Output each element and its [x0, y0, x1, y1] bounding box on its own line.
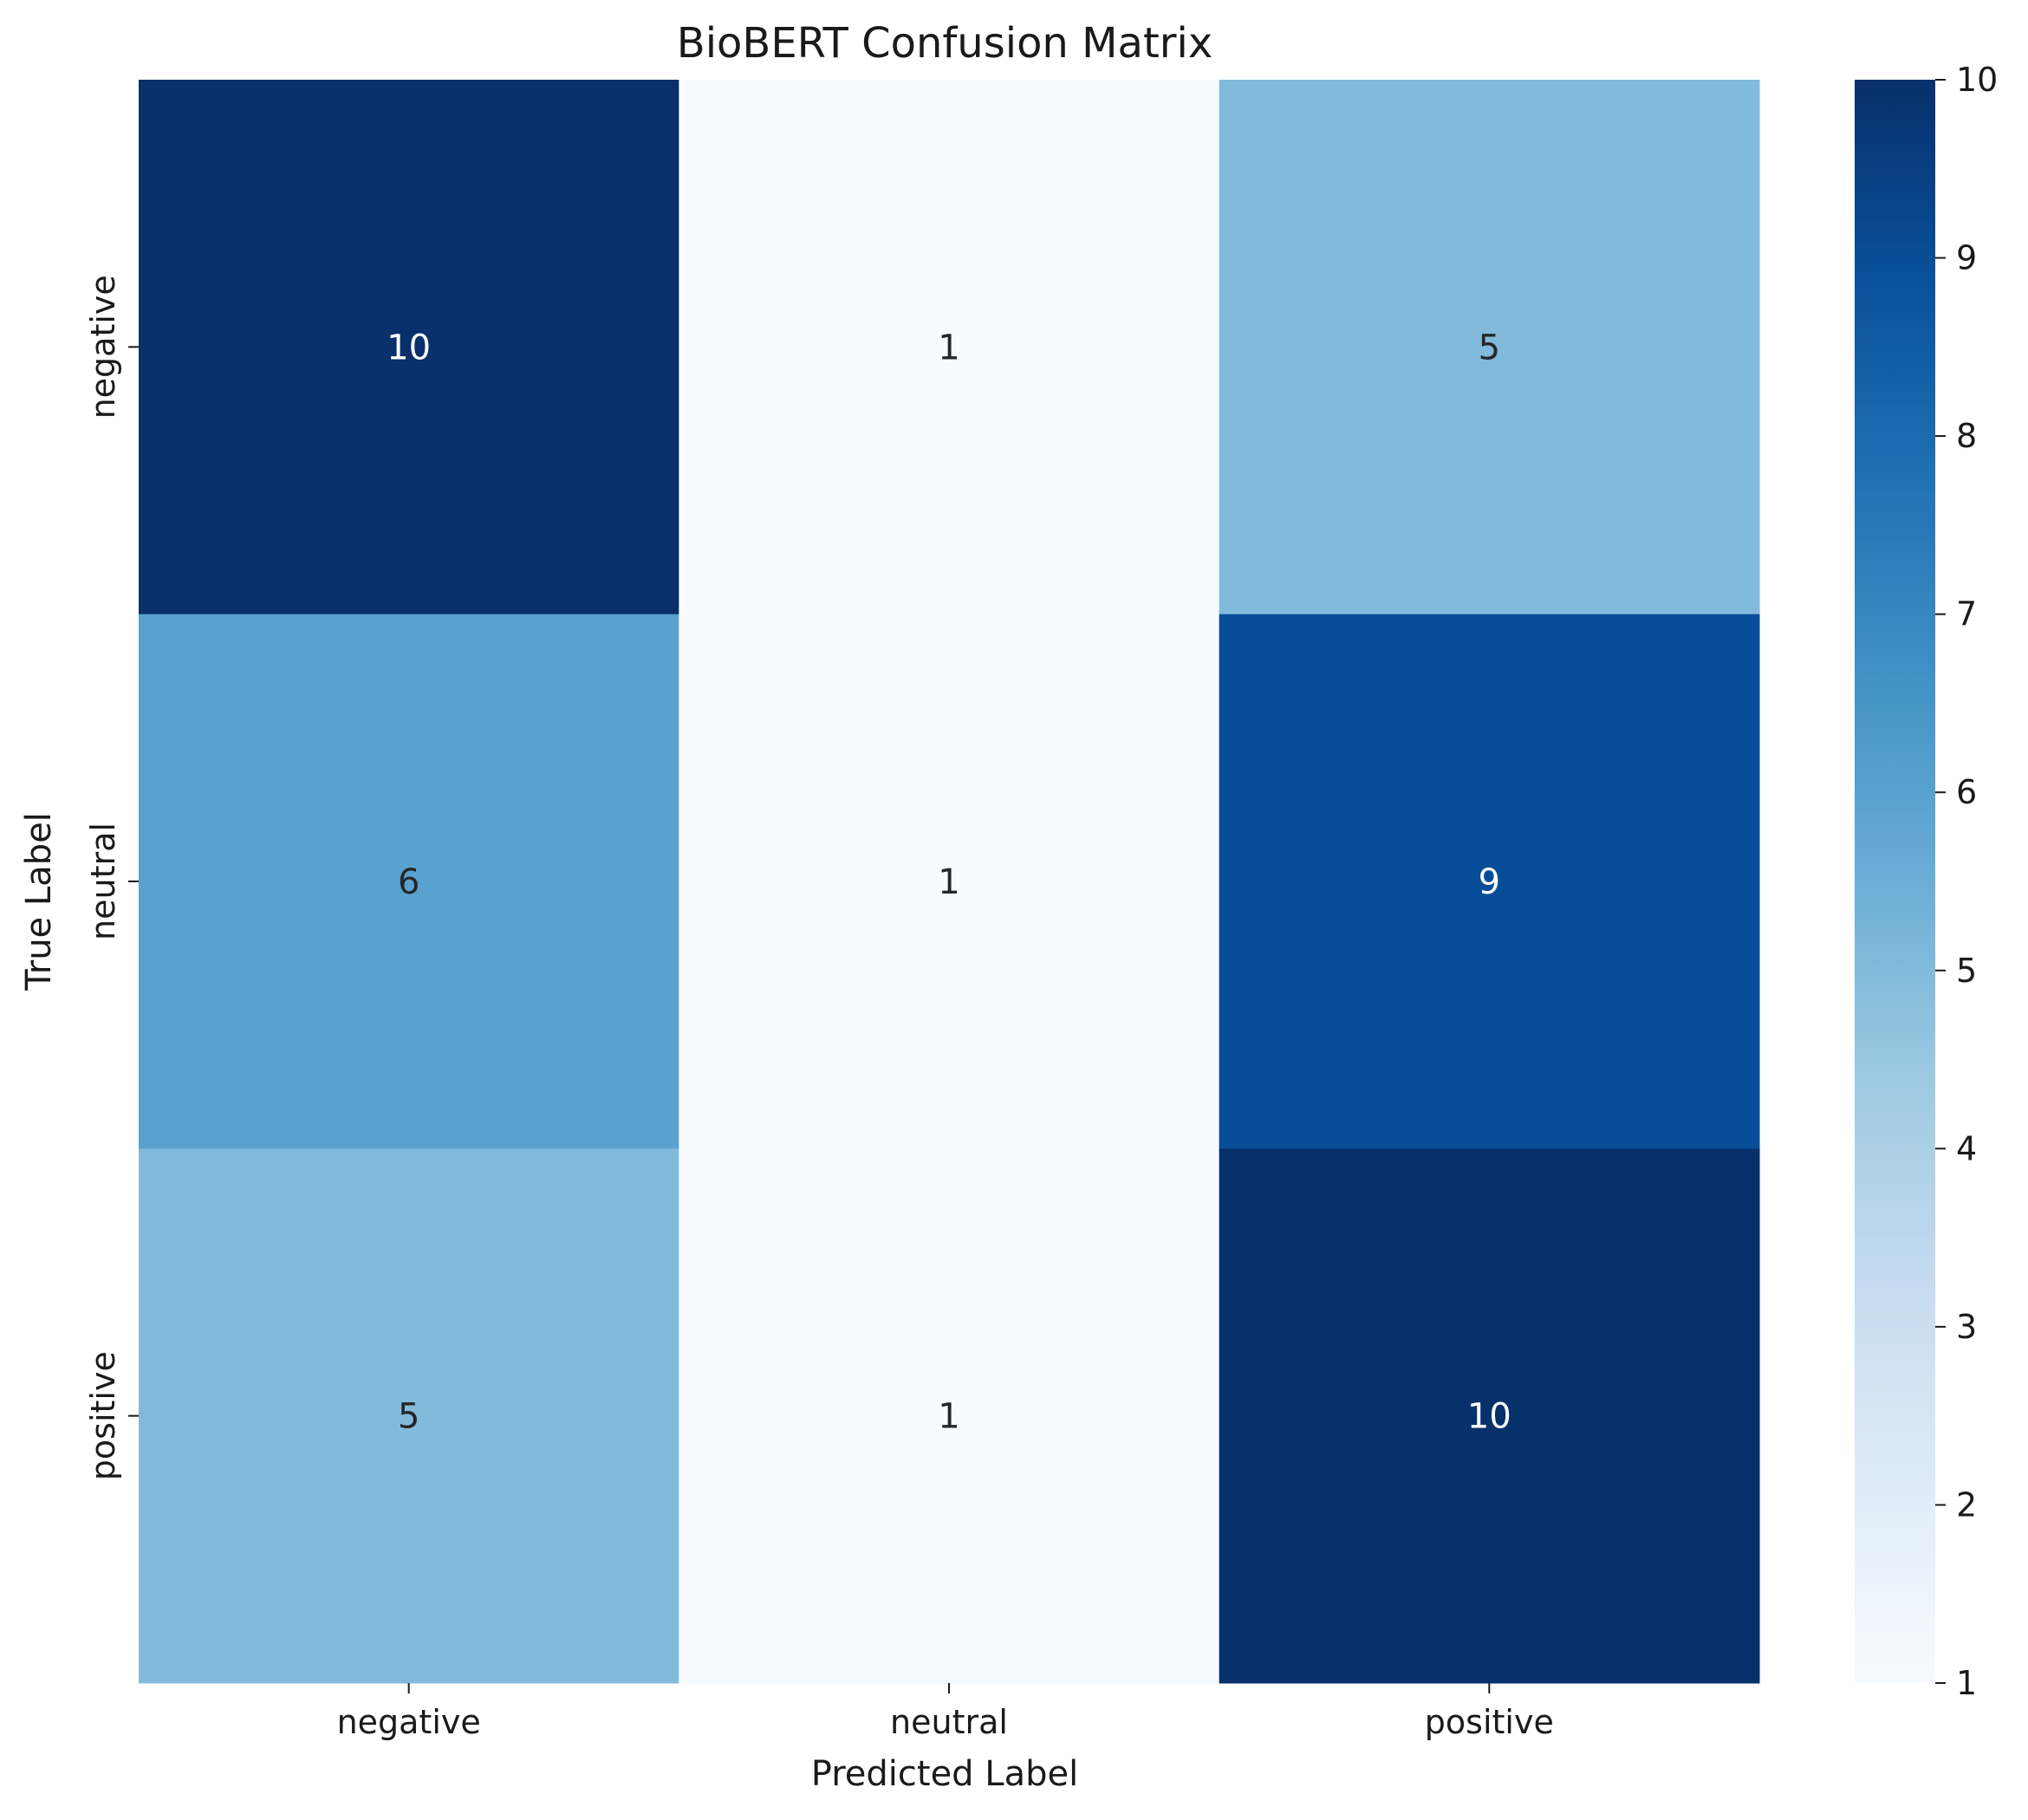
y-axis: negative neutral positive — [84, 275, 139, 1480]
x-tick-label: neutral — [890, 1703, 1008, 1741]
heatmap-cell — [139, 80, 679, 615]
colorbar — [1855, 80, 1935, 1683]
cell-value-label: 9 — [1479, 862, 1500, 902]
colorbar-tick-label: 6 — [1956, 773, 1977, 811]
y-tick-label: neutral — [84, 822, 122, 940]
heatmap-cell — [139, 1148, 679, 1684]
heatmap-cell — [1219, 80, 1760, 615]
colorbar-tick-label: 5 — [1956, 952, 1977, 990]
heatmap-cell — [679, 614, 1220, 1149]
colorbar-tick-label: 7 — [1956, 595, 1977, 634]
cell-value-label: 1 — [938, 1397, 959, 1437]
y-tick-label: positive — [84, 1351, 122, 1480]
colorbar-ticks: 1 2 3 4 5 6 7 8 9 10 — [1935, 61, 1998, 1702]
y-axis-label: True Label — [19, 812, 59, 991]
cell-value-label: 5 — [398, 1397, 419, 1437]
colorbar-tick-label: 9 — [1956, 239, 1977, 277]
cell-value-label: 6 — [398, 862, 419, 902]
cell-value-label: 1 — [938, 862, 959, 902]
heatmap-cell — [1219, 1148, 1760, 1684]
cell-value-label: 5 — [1479, 328, 1500, 367]
x-tick-label: negative — [337, 1703, 481, 1741]
colorbar-tick-label: 1 — [1956, 1664, 1977, 1702]
cell-value-label: 1 — [938, 328, 959, 367]
y-tick-label: negative — [84, 275, 122, 419]
x-tick-label: positive — [1425, 1703, 1554, 1741]
heatmap-cell-labels: 10 1 5 6 1 9 5 1 10 — [387, 328, 1511, 1436]
colorbar-tick-label: 4 — [1956, 1129, 1977, 1167]
heatmap-cells — [139, 80, 1760, 1684]
x-axis: negative neutral positive — [337, 1683, 1554, 1741]
heatmap-cell — [679, 80, 1220, 615]
heatmap-cell — [679, 1148, 1220, 1684]
cell-value-label: 10 — [387, 328, 431, 367]
colorbar-tick-label: 3 — [1956, 1308, 1977, 1346]
colorbar-tick-label: 2 — [1956, 1485, 1977, 1524]
chart-title: BioBERT Confusion Matrix — [677, 19, 1212, 68]
heatmap-cell — [139, 614, 679, 1149]
colorbar-tick-label: 10 — [1956, 61, 1998, 99]
x-axis-label: Predicted Label — [811, 1754, 1078, 1794]
colorbar-tick-label: 8 — [1956, 417, 1977, 455]
heatmap-cell — [1219, 614, 1760, 1149]
cell-value-label: 10 — [1467, 1397, 1511, 1437]
